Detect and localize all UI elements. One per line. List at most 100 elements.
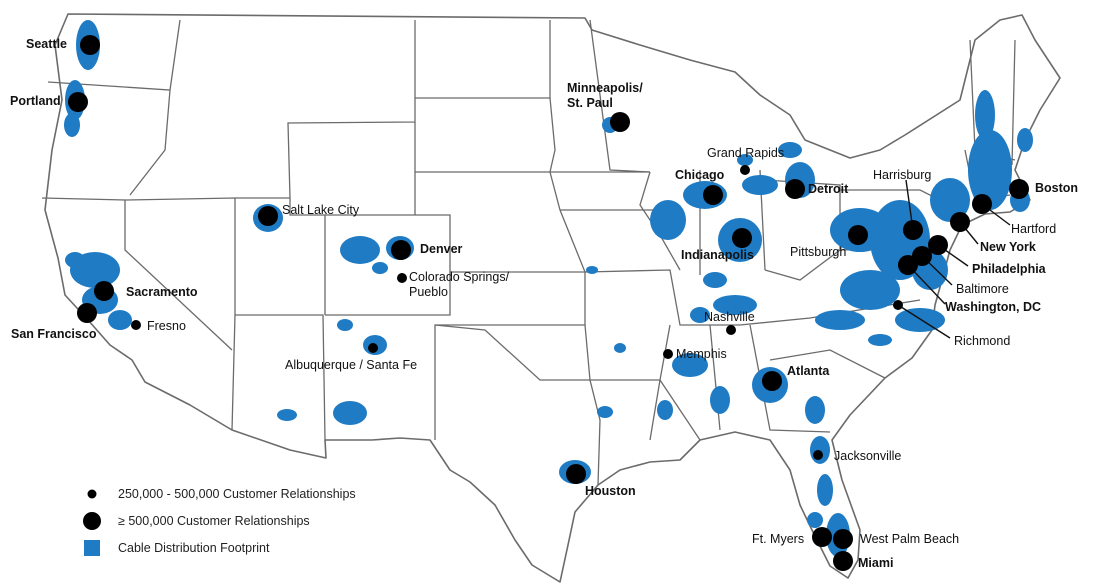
city-marker	[610, 112, 630, 132]
city-label: Boston	[1035, 181, 1078, 196]
footprint-area	[737, 154, 753, 166]
city-label: Houston	[585, 484, 636, 499]
city-name: Baltimore	[956, 282, 1009, 296]
city-name: Miami	[858, 556, 894, 570]
city-name: Harrisburg	[873, 168, 932, 182]
city-label: Salt Lake City	[282, 203, 359, 218]
city-markers	[68, 35, 1029, 571]
city-label: Washington, DC	[945, 300, 1041, 315]
city-marker	[258, 206, 278, 226]
city-name: Jacksonville	[834, 449, 902, 463]
city-label: Grand Rapids	[707, 146, 784, 161]
city-label: Minneapolis/St. Paul	[567, 81, 643, 111]
city-label: Pittsburgh	[790, 245, 846, 260]
footprint-area	[778, 142, 802, 158]
city-name: Fresno	[147, 319, 186, 333]
city-name: Boston	[1035, 181, 1079, 195]
footprint-area	[586, 266, 598, 274]
city-label: Sacramento	[126, 285, 198, 300]
footprint-area	[1017, 128, 1033, 152]
city-name: Colorado Springs/	[409, 270, 510, 284]
city-marker	[1009, 179, 1029, 199]
city-name: Grand Rapids	[707, 146, 785, 160]
city-marker	[131, 320, 141, 330]
footprint-area	[742, 175, 778, 195]
footprint-area	[372, 262, 388, 274]
legend-label: Cable Distribution Footprint	[118, 541, 270, 555]
city-marker	[68, 92, 88, 112]
footprint-area	[108, 310, 132, 330]
footprint-area	[64, 113, 80, 137]
city-label: Hartford	[1011, 222, 1056, 237]
city-name-line2: Pueblo	[409, 285, 448, 299]
city-label: Harrisburg	[873, 168, 931, 183]
city-name: Detroit	[808, 182, 849, 196]
footprint-area	[710, 386, 730, 414]
footprint-area	[815, 310, 865, 330]
city-marker	[898, 255, 918, 275]
city-marker	[928, 235, 948, 255]
city-name: San Francisco	[11, 327, 97, 341]
city-marker	[726, 325, 736, 335]
footprint-area	[807, 512, 823, 528]
blue-square-icon	[84, 540, 100, 556]
city-label: Ft. Myers	[752, 532, 804, 547]
small-dot-icon	[87, 489, 97, 499]
footprint-area	[597, 406, 613, 418]
city-label: Richmond	[954, 334, 1010, 349]
city-label: Fresno	[147, 319, 186, 334]
city-marker	[848, 225, 868, 245]
city-label: Jacksonville	[834, 449, 901, 464]
country-border	[44, 13, 1061, 583]
city-label: West Palm Beach	[860, 532, 959, 547]
city-label: Nashville	[704, 310, 755, 325]
city-name: Seattle	[26, 37, 67, 51]
footprint-area	[65, 252, 85, 268]
footprint-area	[340, 236, 380, 264]
city-label: Indianapolis	[681, 248, 754, 263]
city-marker	[740, 165, 750, 175]
city-name: New York	[980, 240, 1036, 254]
city-name: West Palm Beach	[860, 532, 960, 546]
city-marker	[80, 35, 100, 55]
footprint-area	[657, 400, 673, 420]
city-marker	[833, 551, 853, 571]
city-name: Philadelphia	[972, 262, 1046, 276]
city-label: Colorado Springs/Pueblo	[409, 270, 509, 300]
footprint-area	[895, 308, 945, 332]
state-borders	[41, 19, 1016, 486]
city-name: Washington, DC	[945, 300, 1042, 314]
legend-item-footprint: Cable Distribution Footprint	[80, 539, 269, 557]
city-label: Denver	[420, 242, 462, 257]
city-name: Minneapolis/	[567, 81, 643, 95]
city-name: Salt Lake City	[282, 203, 360, 217]
footprint-area	[614, 343, 626, 353]
city-marker	[391, 240, 411, 260]
city-marker	[703, 185, 723, 205]
city-name: Chicago	[675, 168, 725, 182]
city-name: Portland	[10, 94, 61, 108]
city-name: Hartford	[1011, 222, 1057, 236]
footprint-area	[650, 200, 686, 240]
footprint-area	[805, 396, 825, 424]
city-label: Philadelphia	[972, 262, 1046, 277]
city-name: Nashville	[704, 310, 755, 324]
footprint-area	[333, 401, 367, 425]
city-label: Atlanta	[787, 364, 829, 379]
city-marker	[833, 529, 853, 549]
footprint-area	[810, 436, 830, 464]
city-marker	[762, 371, 782, 391]
legend-item-small: 250,000 - 500,000 Customer Relationships	[80, 487, 356, 501]
city-label: New York	[980, 240, 1036, 255]
city-marker	[566, 464, 586, 484]
city-name: Pittsburgh	[790, 245, 847, 259]
city-marker	[368, 343, 378, 353]
city-marker	[94, 281, 114, 301]
city-marker	[663, 349, 673, 359]
city-name: Indianapolis	[681, 248, 754, 262]
city-marker	[903, 220, 923, 240]
city-label: San Francisco	[11, 327, 96, 342]
footprint-area	[817, 474, 833, 506]
city-marker	[77, 303, 97, 323]
city-marker	[732, 228, 752, 248]
